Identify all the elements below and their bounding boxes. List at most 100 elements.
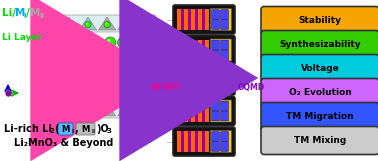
Circle shape xyxy=(56,82,59,85)
Circle shape xyxy=(120,39,123,42)
Bar xyxy=(198,70,202,91)
Circle shape xyxy=(41,80,52,91)
Text: Voltage: Voltage xyxy=(301,64,339,73)
FancyBboxPatch shape xyxy=(212,71,219,80)
Circle shape xyxy=(94,39,98,42)
Polygon shape xyxy=(41,60,58,73)
Bar xyxy=(187,9,191,30)
Circle shape xyxy=(54,80,65,91)
Text: TM Migration: TM Migration xyxy=(286,112,354,121)
Bar xyxy=(195,131,198,152)
Bar xyxy=(181,39,184,61)
Bar xyxy=(177,131,181,152)
Circle shape xyxy=(124,23,126,25)
Bar xyxy=(202,100,206,122)
Circle shape xyxy=(120,82,123,85)
Bar xyxy=(202,9,206,30)
Bar xyxy=(206,100,209,122)
Text: 2: 2 xyxy=(49,128,54,134)
Circle shape xyxy=(69,39,72,42)
Bar xyxy=(198,100,202,122)
Bar xyxy=(191,39,195,61)
Circle shape xyxy=(65,65,72,71)
Bar xyxy=(206,131,209,152)
Text: M: M xyxy=(61,124,70,133)
Bar xyxy=(198,9,202,30)
Text: I: I xyxy=(71,129,73,134)
FancyBboxPatch shape xyxy=(211,131,231,152)
Polygon shape xyxy=(79,103,96,116)
Circle shape xyxy=(123,108,129,114)
FancyBboxPatch shape xyxy=(261,79,378,106)
Bar xyxy=(184,39,187,61)
FancyBboxPatch shape xyxy=(212,81,219,90)
Circle shape xyxy=(133,82,136,85)
Circle shape xyxy=(118,80,129,91)
Polygon shape xyxy=(79,60,96,73)
Bar xyxy=(181,131,184,152)
FancyBboxPatch shape xyxy=(211,70,231,91)
FancyBboxPatch shape xyxy=(212,50,219,60)
Circle shape xyxy=(143,37,154,48)
Polygon shape xyxy=(60,60,77,73)
Circle shape xyxy=(107,82,110,85)
Polygon shape xyxy=(137,17,154,30)
Circle shape xyxy=(67,80,77,91)
FancyBboxPatch shape xyxy=(173,127,235,156)
FancyBboxPatch shape xyxy=(221,111,228,121)
Text: O₂ Evolution: O₂ Evolution xyxy=(289,88,352,97)
Circle shape xyxy=(130,37,141,48)
Text: II: II xyxy=(39,13,44,19)
Bar xyxy=(198,131,202,152)
Polygon shape xyxy=(99,17,116,30)
Text: Li-rich Li: Li-rich Li xyxy=(4,124,52,134)
Bar xyxy=(184,9,187,30)
Text: /: / xyxy=(26,8,30,18)
Circle shape xyxy=(130,80,141,91)
Circle shape xyxy=(85,108,91,114)
Circle shape xyxy=(48,23,50,25)
Circle shape xyxy=(43,82,46,85)
Circle shape xyxy=(92,80,103,91)
Polygon shape xyxy=(137,60,154,73)
FancyBboxPatch shape xyxy=(261,55,378,82)
Bar xyxy=(177,39,181,61)
Circle shape xyxy=(41,37,52,48)
Polygon shape xyxy=(79,17,96,30)
Bar xyxy=(198,39,202,61)
Circle shape xyxy=(86,109,88,111)
Circle shape xyxy=(144,23,146,25)
Bar xyxy=(191,9,195,30)
Circle shape xyxy=(142,22,149,28)
Text: )O: )O xyxy=(96,124,109,134)
Circle shape xyxy=(142,65,149,71)
Circle shape xyxy=(46,22,53,28)
Circle shape xyxy=(118,37,129,48)
Circle shape xyxy=(92,37,103,48)
Bar xyxy=(181,100,184,122)
Text: M: M xyxy=(30,8,40,18)
Circle shape xyxy=(85,22,91,28)
Circle shape xyxy=(146,82,149,85)
Circle shape xyxy=(143,80,154,91)
Circle shape xyxy=(124,66,126,68)
Bar xyxy=(184,70,187,91)
Circle shape xyxy=(124,109,126,111)
Circle shape xyxy=(105,23,107,25)
Circle shape xyxy=(123,22,129,28)
Bar xyxy=(177,39,209,61)
FancyBboxPatch shape xyxy=(211,100,231,122)
FancyBboxPatch shape xyxy=(261,103,378,131)
FancyBboxPatch shape xyxy=(221,142,228,151)
Text: M: M xyxy=(15,8,25,18)
Bar xyxy=(206,70,209,91)
Circle shape xyxy=(146,39,149,42)
Bar xyxy=(187,131,191,152)
FancyBboxPatch shape xyxy=(76,123,95,135)
Polygon shape xyxy=(41,103,58,116)
Polygon shape xyxy=(41,17,58,30)
Text: M: M xyxy=(81,124,90,133)
FancyBboxPatch shape xyxy=(173,66,235,95)
Bar xyxy=(177,9,181,30)
Bar xyxy=(177,131,209,152)
